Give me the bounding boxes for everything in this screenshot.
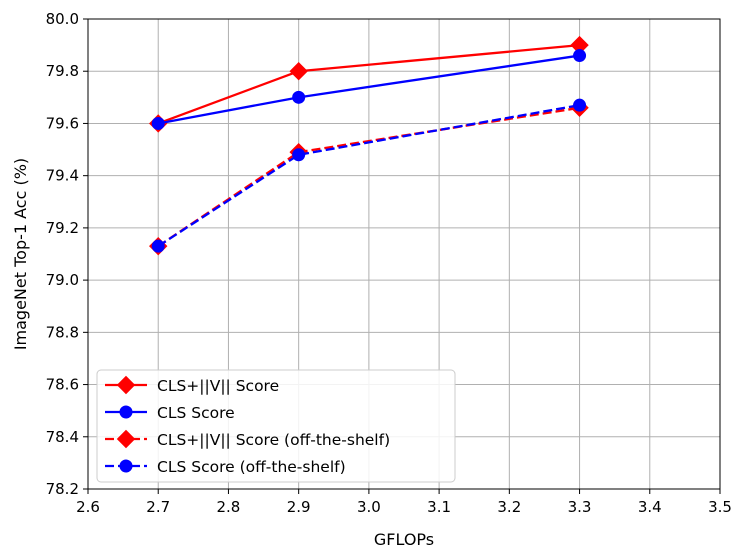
x-tick-label: 2.6 <box>76 498 100 516</box>
y-tick-label: 79.6 <box>46 114 79 132</box>
x-tick-label: 3.2 <box>497 498 521 516</box>
axis-ticks: 2.6 2.7 2.8 2.9 3.0 3.1 3.2 3.3 3.4 3.5 78.2 78.4 78… <box>46 10 732 516</box>
y-tick-label: 79.2 <box>46 219 79 237</box>
x-tick-label: 2.8 <box>217 498 241 516</box>
legend-label: CLS+||V|| Score <box>157 377 279 395</box>
legend-circle-marker <box>119 405 133 419</box>
circle-marker <box>573 49 587 63</box>
y-tick-label: 78.8 <box>46 323 79 341</box>
x-axis-label: GFLOPs <box>374 530 434 549</box>
legend-diamond-marker <box>116 375 136 395</box>
series-line <box>157 104 580 248</box>
y-tick-label: 79.0 <box>46 271 79 289</box>
y-tick-label: 80.0 <box>46 10 79 28</box>
x-tick-label: 3.4 <box>638 498 662 516</box>
legend: CLS+||V|| Score CLS Score CLS+||V|| Score … <box>96 369 456 483</box>
legend-diamond-marker <box>116 429 136 449</box>
y-tick-label: 78.2 <box>46 480 79 498</box>
series <box>151 49 587 130</box>
legend-label: CLS Score (off-the-shelf) <box>157 458 346 476</box>
circle-marker <box>292 90 306 104</box>
legend-circle-marker <box>119 459 133 473</box>
x-tick-label: 3.5 <box>708 498 732 516</box>
x-tick-label: 3.3 <box>568 498 592 516</box>
legend-label: CLS Score <box>157 404 235 422</box>
x-tick-label: 3.1 <box>427 498 451 516</box>
y-tick-label: 78.4 <box>46 428 79 446</box>
y-tick-label: 78.6 <box>46 376 79 394</box>
series-lines <box>149 35 589 256</box>
legend-label: CLS+||V|| Score (off-the-shelf) <box>157 431 390 449</box>
x-tick-label: 3.0 <box>357 498 381 516</box>
circle-marker <box>151 116 165 130</box>
y-axis-label: ImageNet Top-1 Acc (%) <box>11 158 30 350</box>
y-tick-label: 79.4 <box>46 167 79 185</box>
x-tick-label: 2.9 <box>287 498 311 516</box>
y-tick-label: 79.8 <box>46 62 79 80</box>
legend-box <box>96 369 456 483</box>
diamond-marker <box>289 62 308 81</box>
circle-marker <box>573 98 587 112</box>
circle-marker <box>292 148 306 162</box>
plot-area <box>87 18 721 490</box>
x-tick-label: 2.7 <box>146 498 170 516</box>
circle-marker <box>151 239 165 253</box>
series <box>151 98 587 253</box>
